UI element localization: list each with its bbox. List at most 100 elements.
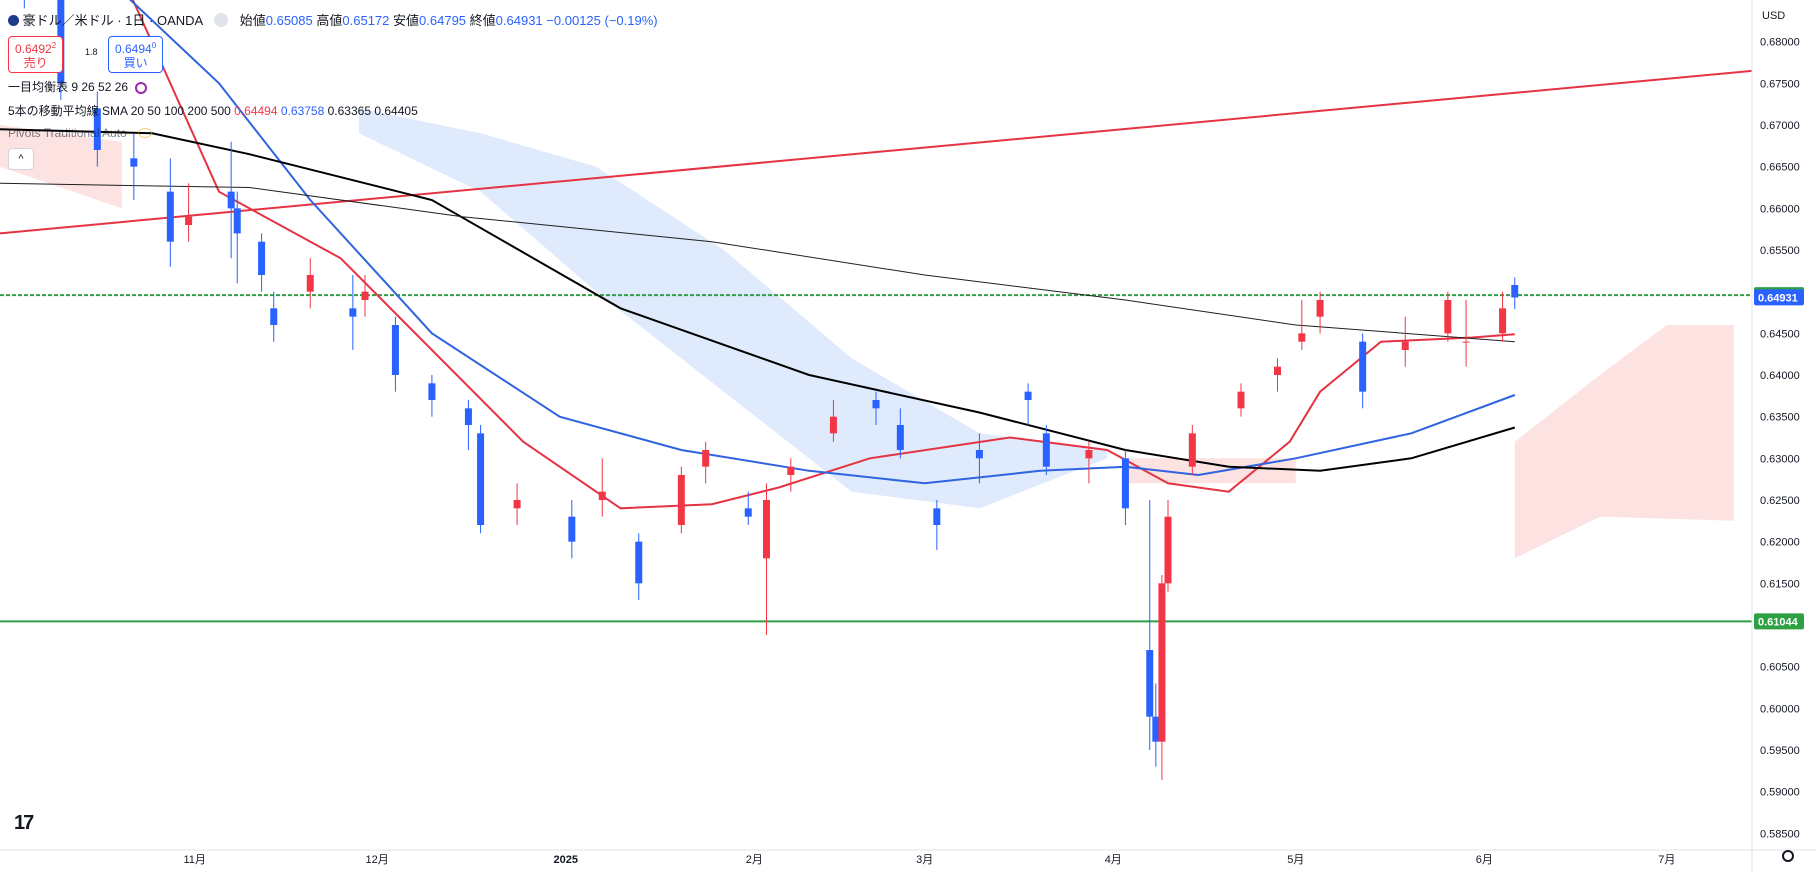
price-tick-label: 0.60000 xyxy=(1760,703,1800,715)
time-tick-label: 11月 xyxy=(183,854,205,866)
price-tick-label: 0.67500 xyxy=(1760,78,1800,90)
candle-body[interactable] xyxy=(93,108,101,150)
candle-body[interactable] xyxy=(428,383,436,400)
price-tag-label: 0.61044 xyxy=(1758,616,1799,628)
candle-body[interactable] xyxy=(391,325,399,375)
collapse-legend-button[interactable]: ^ xyxy=(8,148,34,170)
sma-params: SMA 20 50 100 200 500 xyxy=(102,104,231,118)
candle-body[interactable] xyxy=(1024,391,1032,400)
candle-body[interactable] xyxy=(227,191,235,209)
candle-body[interactable] xyxy=(166,191,174,242)
price-tick-label: 0.58500 xyxy=(1760,828,1800,840)
sma-value-4: 0.64405 xyxy=(374,104,418,118)
price-tick-label: 0.64500 xyxy=(1760,328,1800,340)
candle-body[interactable] xyxy=(872,400,880,409)
time-tick-label: 3月 xyxy=(916,854,933,866)
sma-legend[interactable]: 5本の移動平均線 SMA 20 50 100 200 500 0.64494 0… xyxy=(8,102,418,119)
candle-body[interactable] xyxy=(185,216,193,225)
candle-body[interactable] xyxy=(744,508,752,517)
sma-100-line[interactable] xyxy=(0,128,1516,472)
gear-icon[interactable] xyxy=(1782,850,1794,862)
buy-button[interactable]: 0.64940 買い xyxy=(108,36,164,73)
price-tag-label: 0.64931 xyxy=(1758,292,1798,304)
price-tick-label: 0.66500 xyxy=(1760,162,1800,174)
price-tick-label: 0.61500 xyxy=(1760,578,1800,590)
candle-body[interactable] xyxy=(1316,300,1324,317)
time-tick-label: 12月 xyxy=(366,854,389,866)
time-tick-label: 2月 xyxy=(746,854,763,866)
candle-body[interactable] xyxy=(1152,716,1160,742)
candle-body[interactable] xyxy=(1164,516,1172,584)
pivots-legend[interactable]: Pivots Traditional Auto xyxy=(8,126,153,140)
ichimoku-legend[interactable]: 一目均衡表 9 26 52 26 xyxy=(8,78,148,95)
candle-body[interactable] xyxy=(1146,650,1154,717)
buy-price: 0.6494 xyxy=(115,42,152,56)
pivots-name: Pivots Traditional Auto xyxy=(8,126,127,140)
ichimoku-cloud-bull-left xyxy=(0,125,122,209)
candle-body[interactable] xyxy=(568,516,576,542)
candle-body[interactable] xyxy=(306,275,314,292)
candle-body[interactable] xyxy=(1444,300,1452,334)
candle-body[interactable] xyxy=(1188,433,1196,467)
candle-body[interactable] xyxy=(513,500,521,509)
ichimoku-cloud-bull-mid xyxy=(1125,458,1296,484)
high-value: 0.65172 xyxy=(342,13,390,28)
candle-body[interactable] xyxy=(635,541,643,584)
sma-20-line[interactable] xyxy=(122,0,1515,510)
hidden-eye-icon[interactable] xyxy=(138,128,153,138)
price-tag-background xyxy=(1754,289,1804,306)
trendline[interactable] xyxy=(0,69,1753,235)
currency-selector[interactable]: USD xyxy=(1762,10,1786,22)
candle-body[interactable] xyxy=(1499,308,1507,334)
candle-body[interactable] xyxy=(763,500,770,559)
candle-body[interactable] xyxy=(1274,366,1281,375)
candle-body[interactable] xyxy=(1511,285,1519,298)
price-tick-label: 0.59500 xyxy=(1760,745,1800,757)
buy-label: 買い xyxy=(123,56,148,70)
sma-200-line[interactable] xyxy=(0,182,1515,343)
price-tag-1[interactable]: 0.64931 xyxy=(1754,289,1804,306)
candle-body[interactable] xyxy=(1085,450,1093,459)
ichimoku-params: 9 26 52 26 xyxy=(71,80,129,94)
refresh-icon[interactable] xyxy=(135,82,148,94)
candle-body[interactable] xyxy=(349,308,357,317)
candle-body[interactable] xyxy=(702,450,710,467)
sma-50-line[interactable] xyxy=(6,0,1516,485)
symbol-title[interactable]: 豪ドル／米ドル · 1日 · OANDA xyxy=(22,13,203,28)
candle-body[interactable] xyxy=(1298,333,1306,342)
buy-price-sup: 0 xyxy=(151,41,157,50)
ichimoku-cloud-bull-right xyxy=(1514,325,1734,559)
candle-body[interactable] xyxy=(233,208,241,234)
price-tag-2[interactable]: 0.61044 xyxy=(1754,613,1804,630)
tradingview-logo[interactable]: 17 xyxy=(14,812,34,835)
candle-body[interactable] xyxy=(270,308,278,325)
candle-body[interactable] xyxy=(598,491,606,500)
candle-body[interactable] xyxy=(464,408,472,425)
candle-body[interactable] xyxy=(1158,583,1166,742)
candle-body[interactable] xyxy=(677,475,685,525)
candle-body[interactable] xyxy=(1462,341,1470,343)
candle-body[interactable] xyxy=(933,508,941,525)
candle-body[interactable] xyxy=(829,416,837,434)
price-tick-label: 0.60500 xyxy=(1760,662,1800,674)
price-tick-label: 0.63000 xyxy=(1760,453,1800,465)
time-tick-label: 2025 xyxy=(554,854,578,866)
candle-body[interactable] xyxy=(1121,458,1129,509)
candle-body[interactable] xyxy=(975,450,983,459)
candle-body[interactable] xyxy=(130,158,138,167)
candle-body[interactable] xyxy=(361,291,369,300)
candle-body[interactable] xyxy=(1237,391,1245,409)
hide-legend-icon[interactable] xyxy=(214,13,229,27)
candle-body[interactable] xyxy=(477,433,485,525)
candle-body[interactable] xyxy=(787,466,795,475)
change-value: −0.00125 (−0.19%) xyxy=(546,13,658,28)
candle-body[interactable] xyxy=(1042,433,1050,467)
candle-body[interactable] xyxy=(1359,341,1367,392)
sell-button[interactable]: 0.64922 売り xyxy=(8,36,64,73)
candle-body[interactable] xyxy=(1401,341,1409,350)
candle-body[interactable] xyxy=(896,425,904,450)
candle-body[interactable] xyxy=(258,241,266,275)
time-tick-label: 7月 xyxy=(1658,854,1675,866)
